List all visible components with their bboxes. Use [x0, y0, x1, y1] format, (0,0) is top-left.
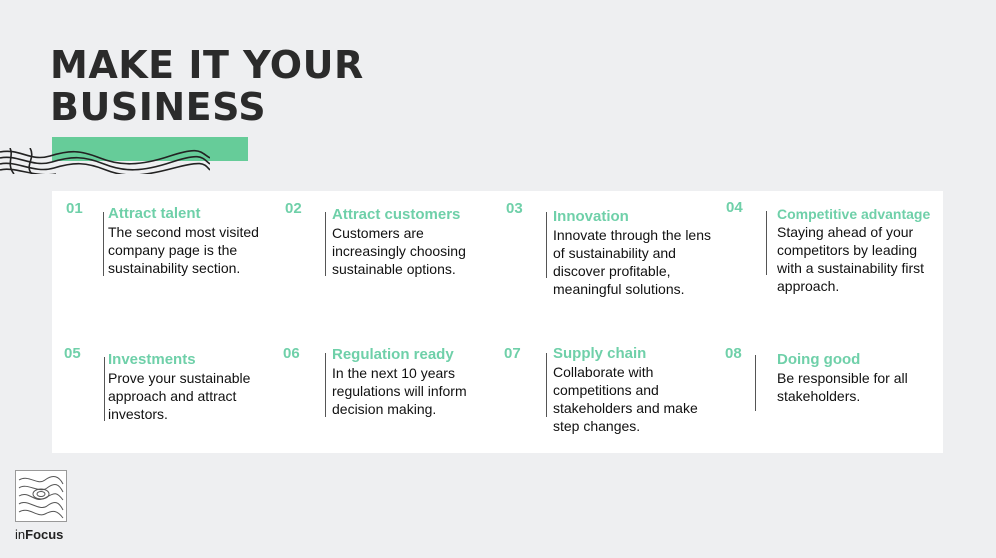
item-divider — [325, 353, 326, 417]
item-divider — [755, 355, 756, 411]
item-number: 02 — [285, 200, 302, 217]
item-number: 07 — [504, 345, 521, 362]
item-divider — [103, 212, 104, 276]
list-item: 03 Innovation Innovate through the lens … — [506, 200, 716, 330]
brand-prefix: in — [15, 527, 26, 542]
item-title: Attract customers — [332, 206, 461, 223]
brand-name: inFocus — [15, 527, 63, 542]
item-number: 03 — [506, 200, 523, 217]
topographic-pattern-icon — [0, 148, 210, 174]
items-card: 01 Attract talent The second most visite… — [52, 191, 943, 453]
title-line-1: MAKE IT YOUR — [50, 43, 364, 87]
item-divider — [546, 353, 547, 417]
item-divider — [766, 211, 767, 275]
item-description: In the next 10 years regulations will in… — [332, 365, 467, 417]
item-divider — [546, 212, 547, 278]
item-title: Attract talent — [108, 205, 201, 222]
item-title: Competitive advantage — [777, 206, 931, 222]
page-title: MAKE IT YOUR BUSINESS — [50, 44, 364, 128]
item-title: Innovation — [553, 208, 629, 225]
item-title: Investments — [108, 351, 196, 368]
item-number: 08 — [725, 345, 742, 362]
item-description: Staying ahead of your competitors by lea… — [777, 224, 925, 294]
item-divider — [325, 212, 326, 276]
list-item: 01 Attract talent The second most visite… — [66, 200, 266, 300]
item-title: Regulation ready — [332, 346, 454, 363]
list-item: 05 Investments Prove your sustainable ap… — [64, 345, 274, 445]
title-line-2: BUSINESS — [50, 85, 267, 129]
item-number: 06 — [283, 345, 300, 362]
list-item: 07 Supply chain Collaborate with competi… — [504, 345, 714, 445]
item-divider — [104, 357, 105, 421]
item-description: Collaborate with competitions and stakeh… — [553, 364, 698, 434]
list-item: 06 Regulation ready In the next 10 years… — [283, 345, 493, 445]
item-number: 01 — [66, 200, 83, 217]
brand-word: Focus — [25, 527, 64, 542]
infocus-logo-icon — [15, 470, 67, 522]
item-number: 04 — [726, 199, 743, 216]
item-number: 05 — [64, 345, 81, 362]
list-item: 04 Competitive advantage Staying ahead o… — [726, 199, 936, 339]
list-item: 08 Doing good Be responsible for all sta… — [725, 345, 935, 445]
item-description: Customers are increasingly choosing sust… — [332, 225, 466, 277]
item-description: Be responsible for all stakeholders. — [777, 370, 908, 404]
item-title: Doing good — [777, 351, 861, 368]
list-item: 02 Attract customers Customers are incre… — [285, 200, 495, 300]
item-title: Supply chain — [553, 345, 647, 362]
item-description: The second most visited company page is … — [108, 224, 259, 276]
item-description: Prove your sustainable approach and attr… — [108, 370, 251, 422]
accent-bar — [52, 137, 248, 161]
item-description: Innovate through the lens of sustainabil… — [553, 227, 712, 297]
